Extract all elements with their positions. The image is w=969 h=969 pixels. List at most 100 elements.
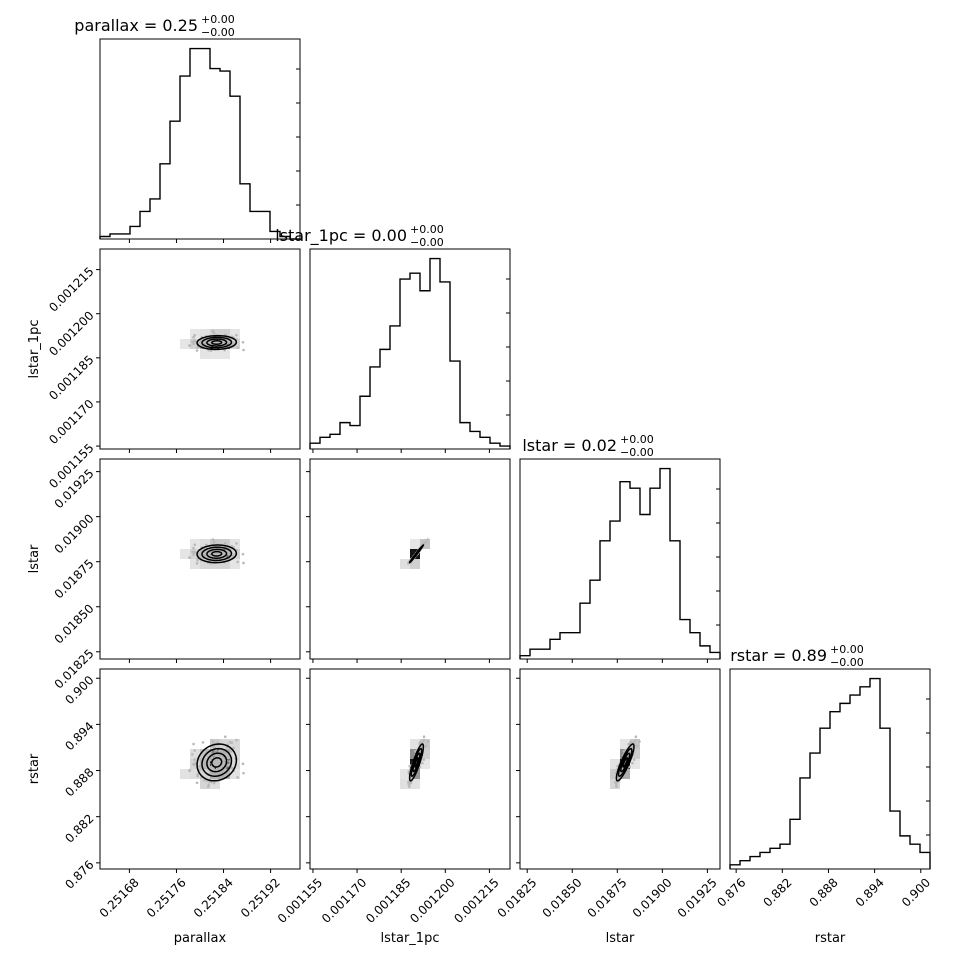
histogram-panel-lstar <box>519 467 721 659</box>
x-axis-label-parallax: parallax <box>174 931 227 946</box>
histogram-step <box>99 47 300 240</box>
axes-frame <box>99 248 301 450</box>
contour-line <box>617 747 633 777</box>
sample-point <box>223 735 227 738</box>
sample-point <box>631 761 634 765</box>
sample-point <box>192 546 195 550</box>
sample-point <box>236 776 239 779</box>
density-cell <box>180 549 190 559</box>
sample-point <box>188 344 191 347</box>
density-cell <box>230 759 240 769</box>
title-sup: +0.00 <box>410 223 444 236</box>
sample-point <box>235 333 238 337</box>
scatter-panel-rstar-vs-lstar-1pc <box>400 735 430 789</box>
density-cell <box>200 329 210 339</box>
title-label: rstar = 0.89 <box>730 646 827 665</box>
sample-point <box>638 740 641 743</box>
density-cell <box>210 349 220 359</box>
sample-point <box>213 763 217 767</box>
density-cell <box>610 779 620 789</box>
axes-frame <box>519 668 721 870</box>
sample-point <box>421 761 424 765</box>
density-cell <box>220 739 230 749</box>
sample-point <box>628 765 631 769</box>
sample-point <box>241 340 245 344</box>
y-axis-label-lstar-1pc: lstar_1pc <box>27 320 42 379</box>
contour-line <box>201 747 233 777</box>
title-label: lstar_1pc = 0.00 <box>275 226 407 246</box>
axes-frame-2-1 <box>306 458 511 663</box>
axes-frame-3-2 <box>516 668 721 873</box>
contour-line <box>408 544 425 564</box>
sample-point <box>232 746 235 750</box>
title-rstar: rstar = 0.89 +0.00 −0.00 <box>730 643 864 669</box>
sample-point <box>634 735 638 738</box>
density-cell <box>200 759 210 769</box>
contour-line <box>211 340 223 345</box>
density-cell <box>190 749 200 759</box>
density-cell <box>200 539 210 549</box>
axes-frame <box>729 668 931 870</box>
density-cell <box>200 559 210 569</box>
sample-point <box>199 758 202 762</box>
contour-line <box>620 752 631 773</box>
sample-point <box>422 738 426 742</box>
sample-point <box>615 785 618 788</box>
density-cell <box>200 749 210 759</box>
density-cell <box>200 349 210 359</box>
sample-point <box>191 550 194 554</box>
x-axis-label-rstar: rstar <box>815 931 846 946</box>
histogram-step <box>729 677 931 869</box>
sample-point <box>192 763 196 766</box>
density-cell <box>190 559 200 569</box>
title-sub: −0.00 <box>620 446 654 459</box>
density-cell <box>400 769 410 779</box>
sample-point <box>198 553 201 557</box>
density-cell <box>410 559 420 569</box>
sample-point <box>227 756 231 760</box>
sample-point <box>195 781 199 785</box>
sample-point <box>426 740 430 743</box>
scatter-panel-rstar-vs-lstar <box>610 735 641 789</box>
density-cell <box>200 779 210 789</box>
contour-line <box>201 336 233 349</box>
axes-frame-3-1 <box>306 668 511 873</box>
sample-point <box>193 749 197 752</box>
x-axis-label-lstar-1pc: lstar_1pc <box>381 931 440 946</box>
y-axis-label-lstar: lstar <box>27 544 42 573</box>
density-cell <box>630 739 640 749</box>
sample-point <box>229 750 233 753</box>
title-lstar: lstar = 0.02 +0.00 −0.00 <box>522 433 653 459</box>
title-lstar-1pc: lstar_1pc = 0.00 +0.00 −0.00 <box>275 223 444 249</box>
title-sub: −0.00 <box>201 26 235 39</box>
contour-line <box>408 743 425 782</box>
density-cell <box>180 339 190 349</box>
axes-frame-1-0 <box>96 248 301 453</box>
title-sup: +0.00 <box>830 643 864 656</box>
axes-frame-3-3 <box>729 668 931 873</box>
sample-point <box>188 769 191 773</box>
histogram-step <box>519 467 721 659</box>
contour-line <box>211 550 223 557</box>
sample-point <box>216 758 220 762</box>
sample-point <box>188 556 191 559</box>
sample-point <box>195 349 199 352</box>
sample-point <box>191 753 194 756</box>
density-cell <box>630 749 640 759</box>
sample-point <box>241 552 245 556</box>
histogram-panel-rstar <box>729 677 931 869</box>
density-cell <box>210 769 220 779</box>
sample-point <box>203 778 207 782</box>
axes-frame <box>309 248 511 450</box>
sample-point <box>201 741 205 744</box>
density-cell <box>620 769 630 779</box>
density-cell <box>180 769 190 779</box>
density-cell <box>230 329 240 339</box>
density-cell <box>610 759 620 769</box>
density-cell <box>610 769 620 779</box>
sample-point <box>212 331 216 335</box>
sample-point <box>622 750 626 753</box>
sample-point <box>196 774 199 778</box>
